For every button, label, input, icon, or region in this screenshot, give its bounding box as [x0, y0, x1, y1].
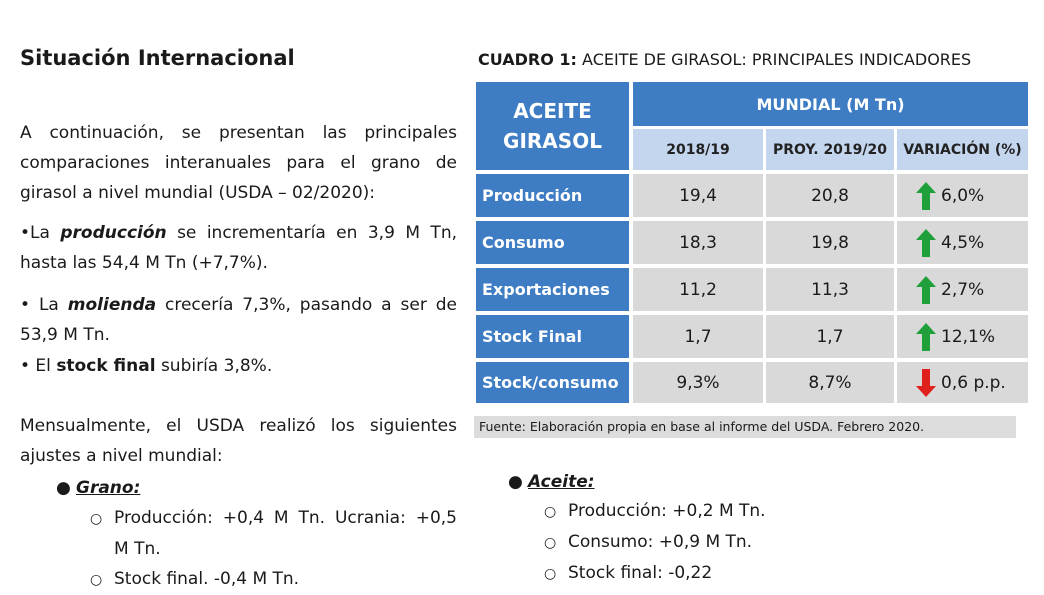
- bullet-keyword: producción: [60, 223, 167, 243]
- circle-bullet-icon: ○: [544, 535, 557, 551]
- bullet-text: se incrementaría en 3,9 M Tn,: [166, 223, 457, 243]
- variation-value: 0,6 p.p.: [941, 372, 1006, 393]
- circle-bullet-icon: ○: [90, 572, 103, 588]
- bullet-dot-icon: ●: [508, 472, 523, 492]
- table-caption: CUADRO 1: ACEITE DE GIRASOL: PRINCIPALES…: [478, 50, 971, 69]
- monthly-line-2: ajustes a nivel mundial:: [20, 446, 223, 466]
- variation-value: 6,0%: [941, 185, 985, 206]
- variation-cell: 12,1%: [897, 315, 1028, 358]
- table-cell: 1,7: [633, 315, 763, 358]
- arrow-up-icon: [916, 275, 936, 304]
- table-cell: 18,3: [633, 221, 763, 264]
- bullet-text-cont: 53,9 M Tn.: [20, 325, 110, 345]
- variation-value: 2,7%: [941, 279, 985, 300]
- table-cell: 1,7: [766, 315, 894, 358]
- group-header: MUNDIAL (M Tn): [633, 82, 1028, 126]
- bullet-prefix: • El: [20, 356, 57, 376]
- bullet-dot-icon: ●: [56, 478, 71, 498]
- column-header: VARIACIÓN (%): [897, 129, 1028, 170]
- variation-cell: 2,7%: [897, 268, 1028, 311]
- bullet-prefix: • La: [20, 295, 68, 315]
- monthly-line-1: Mensualmente, el USDA realizó los siguie…: [20, 416, 457, 436]
- bullet-text-cont: hasta las 54,4 M Tn (+7,7%).: [20, 253, 268, 273]
- column-header: 2018/19: [633, 129, 763, 170]
- aceite-item: Consumo: +0,9 M Tn.: [568, 532, 753, 552]
- grano-title: Grano:: [76, 478, 141, 498]
- arrow-up-icon: [916, 322, 936, 351]
- row-label: Producción: [476, 174, 629, 217]
- aceite-item: Producción: +0,2 M Tn.: [568, 501, 766, 521]
- column-header: PROY. 2019/20: [766, 129, 894, 170]
- variation-value: 12,1%: [941, 326, 996, 347]
- bullet-text: subiría 3,8%.: [155, 356, 273, 376]
- grano-list: ○ Producción: +0,4 M Tn. Ucrania: +0,5 M …: [90, 503, 457, 595]
- intro-paragraph: A continuación, se presentan las princip…: [20, 123, 457, 203]
- bullet-keyword: molienda: [67, 295, 157, 315]
- bullet-stock-final: • El stock final subiría 3,8%.: [20, 351, 457, 381]
- table-cell: 8,7%: [766, 362, 894, 403]
- table-caption-rest: ACEITE DE GIRASOL: PRINCIPALES INDICADOR…: [576, 50, 972, 69]
- table-cell: 19,4: [633, 174, 763, 217]
- circle-bullet-icon: ○: [90, 511, 103, 527]
- circle-bullet-icon: ○: [544, 566, 557, 582]
- arrow-up-icon: [916, 228, 936, 257]
- monthly-paragraph: Mensualmente, el USDA realizó los siguie…: [20, 411, 457, 471]
- grano-item-cont: M Tn.: [114, 539, 161, 559]
- bullet-keyword: stock final: [56, 356, 156, 376]
- variation-cell: 4,5%: [897, 221, 1028, 264]
- variation-cell: 6,0%: [897, 174, 1028, 217]
- variation-value: 4,5%: [941, 232, 985, 253]
- row-label: Stock Final: [476, 315, 629, 358]
- circle-bullet-icon: ○: [544, 504, 557, 520]
- arrow-up-icon: [916, 181, 936, 210]
- table-cell: 20,8: [766, 174, 894, 217]
- bullet-produccion: •La producción se incrementaría en 3,9 M…: [20, 218, 457, 278]
- grano-item: Producción: +0,4 M Tn. Ucrania: +0,5: [114, 508, 457, 528]
- section-title: Situación Internacional: [20, 46, 295, 70]
- variation-cell: 0,6 p.p.: [897, 362, 1028, 403]
- table-corner: ACEITE GIRASOL: [476, 82, 629, 170]
- bullet-prefix: •La: [20, 223, 61, 243]
- corner-line-2: GIRASOL: [503, 129, 602, 153]
- row-label: Stock/consumo: [476, 362, 629, 403]
- table-cell: 11,3: [766, 268, 894, 311]
- arrow-down-icon: [916, 368, 936, 397]
- row-label: Exportaciones: [476, 268, 629, 311]
- corner-line-1: ACEITE: [513, 99, 592, 123]
- table-source-note: Fuente: Elaboración propia en base al in…: [474, 416, 1016, 438]
- aceite-list: ○ Producción: +0,2 M Tn. ○ Consumo: +0,9 M…: [544, 496, 924, 589]
- bullet-molienda: • La molienda crecería 7,3%, pasando a s…: [20, 290, 457, 350]
- grano-heading: ● Grano:: [56, 473, 140, 503]
- row-label: Consumo: [476, 221, 629, 264]
- aceite-item: Stock final: -0,22: [568, 563, 713, 583]
- aceite-title: Aceite:: [528, 472, 595, 492]
- aceite-heading: ● Aceite:: [508, 467, 595, 497]
- table-cell: 9,3%: [633, 362, 763, 403]
- table-cell: 11,2: [633, 268, 763, 311]
- table-cell: 19,8: [766, 221, 894, 264]
- table-caption-bold: CUADRO 1:: [478, 50, 577, 69]
- bullet-text: crecería 7,3%, pasando a ser de: [156, 295, 457, 315]
- grano-item: Stock final. -0,4 M Tn.: [114, 569, 300, 589]
